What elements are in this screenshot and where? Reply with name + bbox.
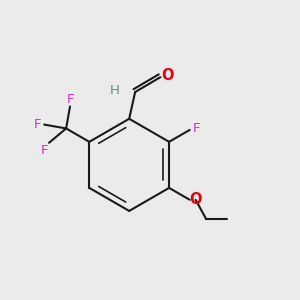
Text: F: F <box>193 122 200 135</box>
Text: O: O <box>189 192 201 207</box>
Text: O: O <box>162 68 174 83</box>
Text: H: H <box>110 84 119 97</box>
Text: F: F <box>66 94 74 106</box>
Text: F: F <box>41 144 48 157</box>
Text: F: F <box>34 118 41 131</box>
